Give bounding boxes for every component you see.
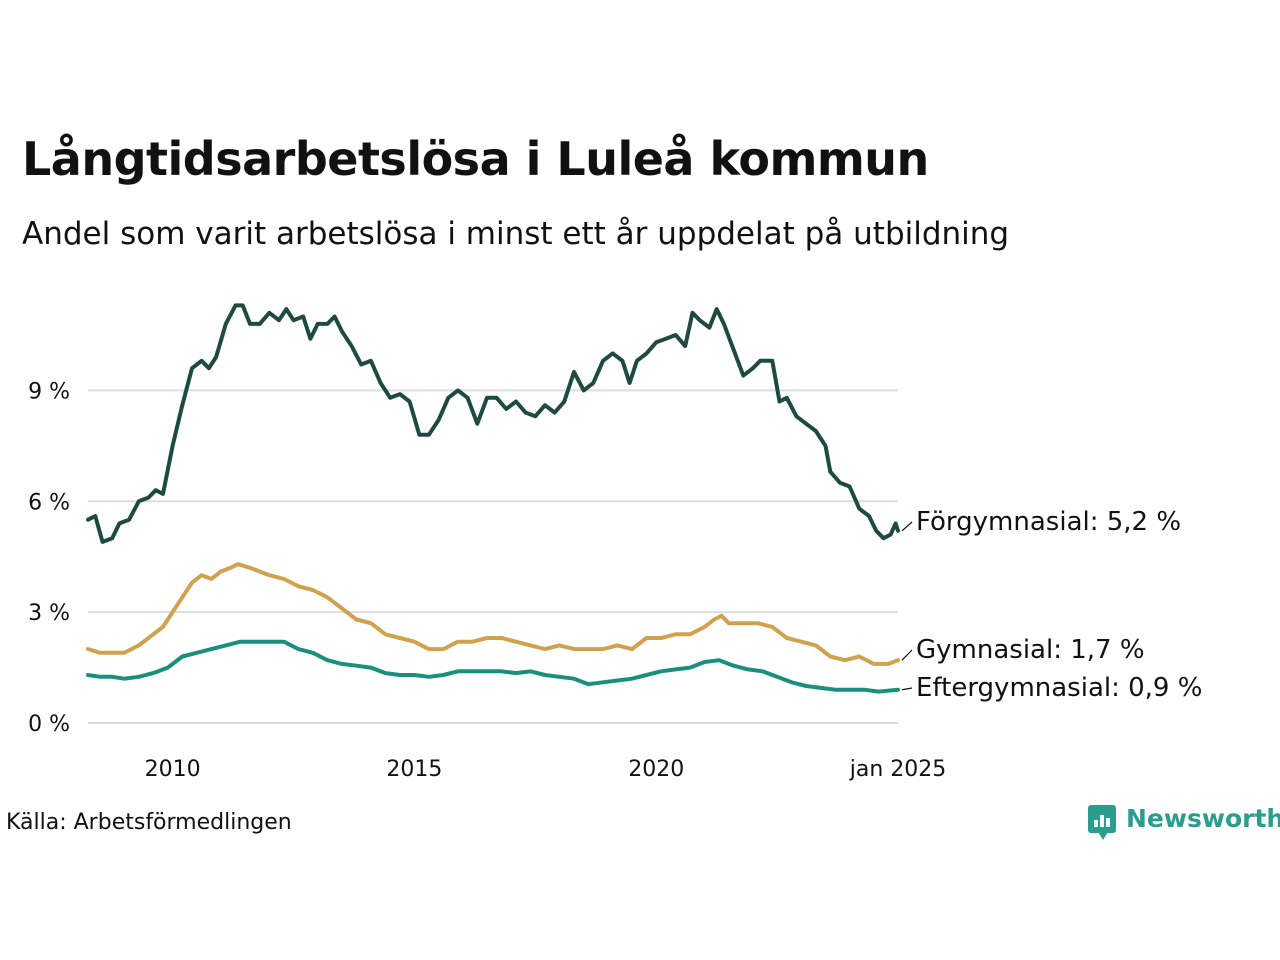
- brand-logo: Newsworthy: [1088, 804, 1280, 840]
- x-tick-label: jan 2025: [849, 757, 947, 782]
- series-end-label: Gymnasial: 1,7 %: [916, 635, 1145, 665]
- series-end-label: Förgymnasial: 5,2 %: [916, 507, 1181, 537]
- x-tick-label: 2020: [628, 757, 684, 782]
- series-label-connector: [901, 521, 913, 532]
- series-line-gymnasial: [86, 562, 900, 666]
- x-tick-label: 2015: [386, 757, 442, 782]
- series-label-connector: [901, 687, 913, 691]
- y-tick-label: 6 %: [28, 490, 70, 515]
- y-tick-label: 3 %: [28, 601, 70, 626]
- chart-title: Långtidsarbetslösa i Luleå kommun: [22, 132, 929, 186]
- x-tick-label: 2010: [145, 757, 201, 782]
- series-line-förgymnasial: [86, 303, 900, 544]
- series-end-label: Eftergymnasial: 0,9 %: [916, 673, 1202, 703]
- y-tick-label: 0 %: [28, 712, 70, 737]
- series-label-connector: [901, 649, 913, 661]
- newsworthy-logo-icon: [1088, 804, 1116, 840]
- series-line-eftergymnasial: [86, 639, 900, 694]
- y-tick-label: 9 %: [28, 379, 70, 404]
- brand-name: Newsworthy: [1126, 804, 1280, 833]
- chart-subtitle: Andel som varit arbetslösa i minst ett å…: [22, 216, 1010, 252]
- source-note: Källa: Arbetsförmedlingen: [6, 810, 292, 835]
